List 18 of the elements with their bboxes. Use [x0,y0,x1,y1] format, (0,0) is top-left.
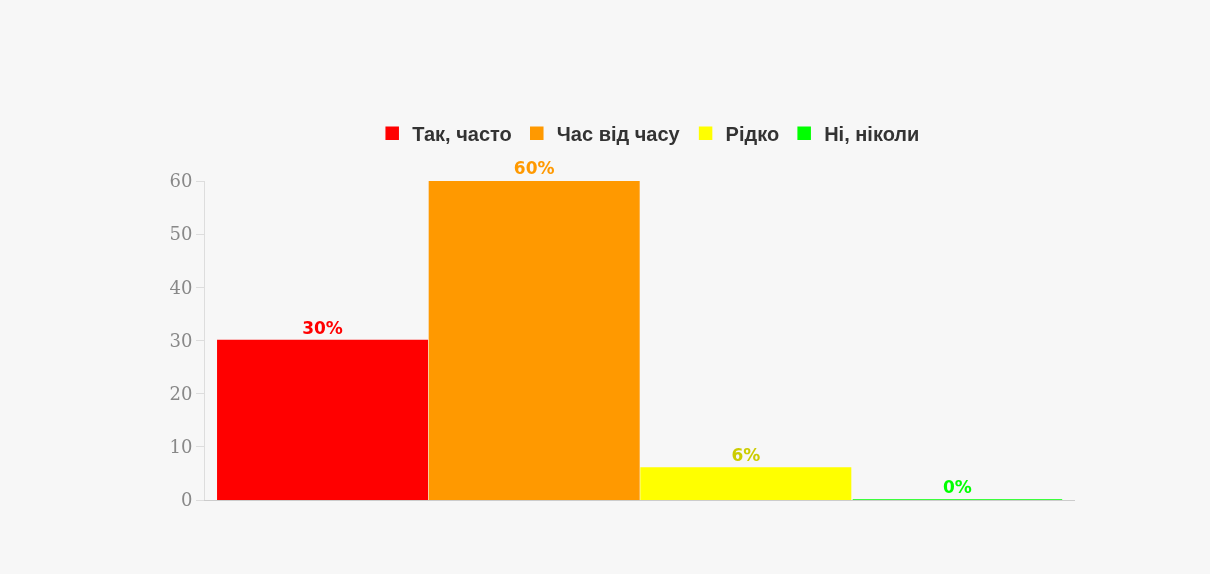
legend-label: Час від часу [556,122,681,145]
y-tick-label: 0 [180,489,193,511]
data-label: 6% [731,445,761,466]
bar [217,339,429,500]
bar [428,181,640,500]
y-tick-label: 50 [169,223,193,245]
bar [640,467,852,500]
y-tick-label: 60 [169,170,193,192]
y-tick-label: 40 [169,276,193,298]
legend-label: Ні, ніколи [824,122,920,145]
data-label: 30% [302,317,343,338]
y-tick-label: 30 [169,329,193,351]
data-label: 60% [513,158,555,178]
legend-label: Рідко [725,122,780,145]
data-label: 0% [943,477,972,497]
y-tick-label: 20 [169,382,193,404]
legend-label: Так, часто [412,122,512,145]
y-tick-label: 10 [169,436,193,458]
